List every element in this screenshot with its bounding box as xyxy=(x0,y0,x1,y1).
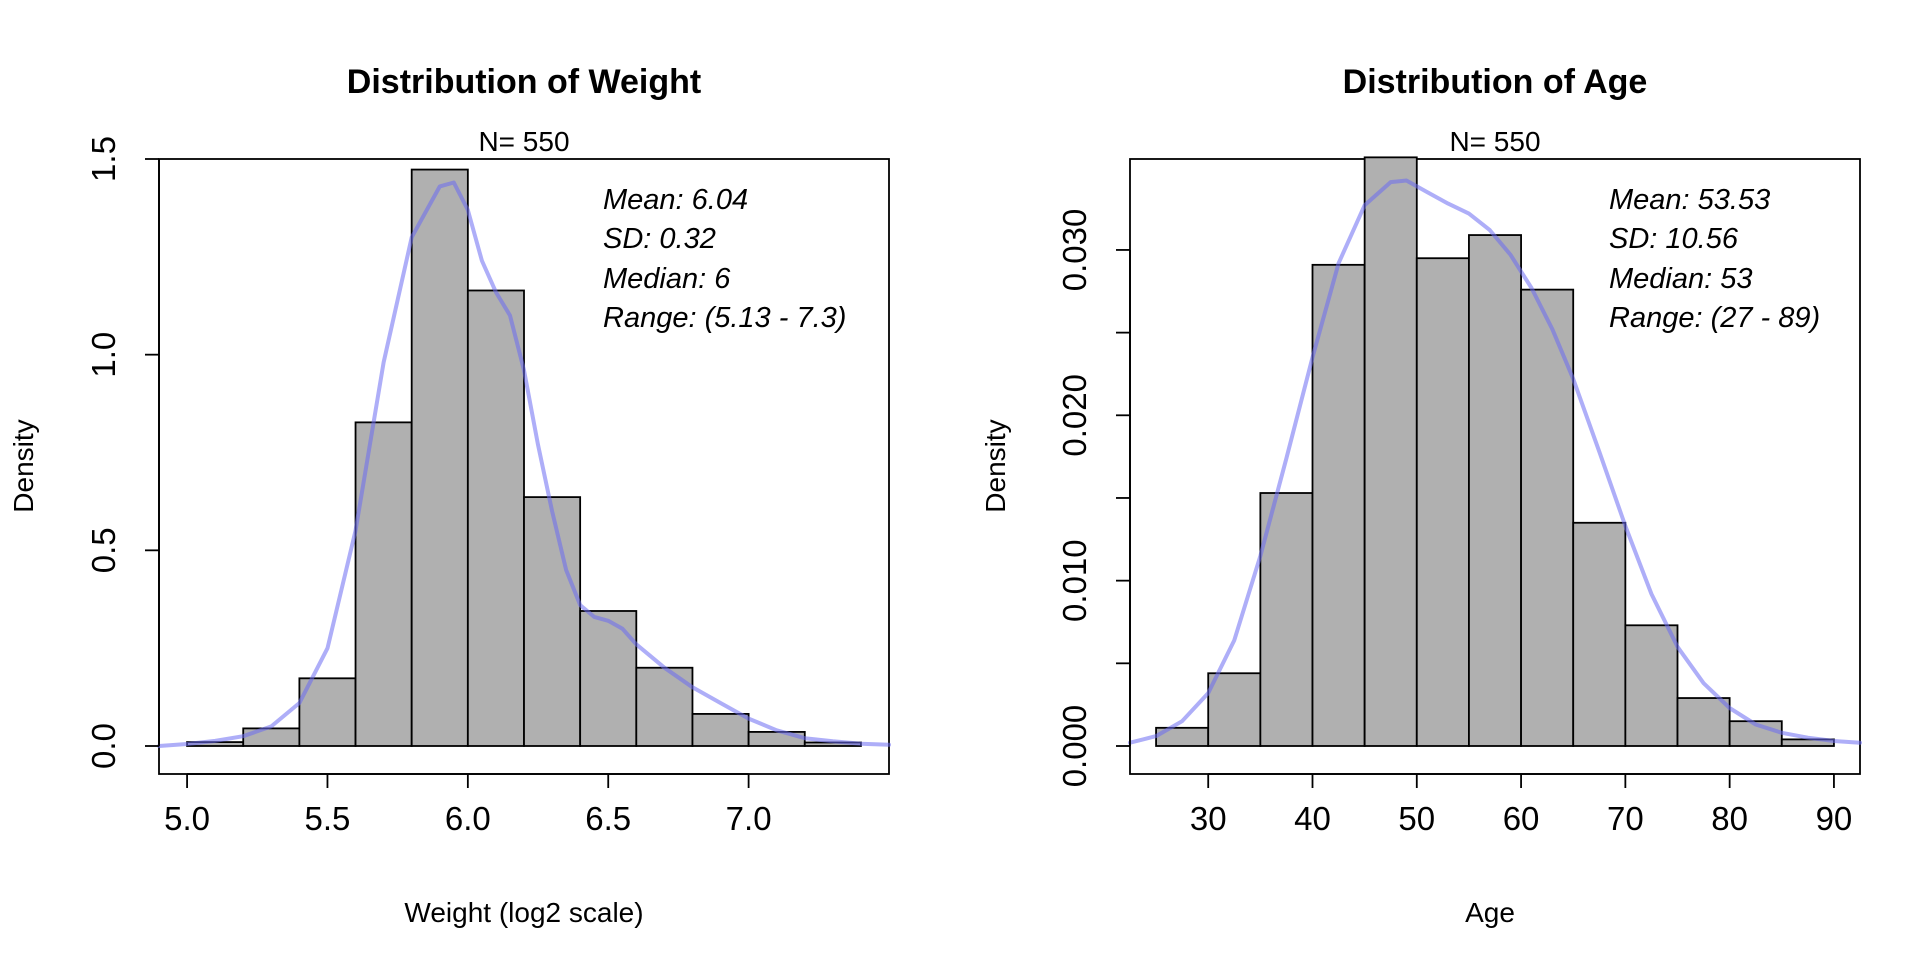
chart-title: Distribution of Weight xyxy=(347,63,701,101)
histogram-bar xyxy=(1468,234,1522,747)
x-axis: 30 40 50 60 70 80 90 xyxy=(1190,773,1853,837)
histogram-bar xyxy=(1207,672,1262,747)
histogram-bar xyxy=(1624,624,1679,747)
y-axis: 0.0 0.5 1.0 1.5 xyxy=(85,136,160,769)
chart-subtitle: N= 550 xyxy=(478,126,569,157)
x-tick-label: 6.5 xyxy=(585,800,631,837)
histogram-bar xyxy=(354,421,413,747)
histogram-bar xyxy=(523,496,582,747)
panel-weight: Distribution of Weight N= 550 Weight (lo… xyxy=(8,63,891,928)
histogram-bar xyxy=(1520,288,1575,747)
stat-sd: SD: 0.32 xyxy=(603,223,716,255)
x-axis-title: Weight (log2 scale) xyxy=(404,897,643,928)
y-axis-title: Density xyxy=(980,419,1011,512)
x-tick-label: 90 xyxy=(1816,800,1853,837)
density-curve-group xyxy=(157,180,891,748)
histogram-bar xyxy=(579,610,638,747)
y-axis-title: Density xyxy=(8,419,39,512)
histogram-bar xyxy=(691,713,750,747)
histogram-bar xyxy=(1676,697,1731,747)
x-tick-label: 5.0 xyxy=(164,800,210,837)
y-tick-label: 0.000 xyxy=(1056,705,1093,788)
histogram-bar xyxy=(298,677,357,747)
x-tick-label: 6.0 xyxy=(445,800,491,837)
x-tick-label: 60 xyxy=(1503,800,1540,837)
x-tick-label: 70 xyxy=(1607,800,1644,837)
y-tick-label: 0.5 xyxy=(85,527,122,573)
stat-mean: Mean: 53.53 xyxy=(1609,184,1770,216)
y-tick-label: 0.0 xyxy=(85,723,122,769)
stat-median: Median: 53 xyxy=(1609,263,1753,295)
y-axis: 0.000 0.010 0.020 0.030 xyxy=(1056,209,1131,788)
x-axis: 5.0 5.5 6.0 6.5 7.0 xyxy=(164,773,772,837)
stat-median: Median: 6 xyxy=(603,263,731,295)
x-tick-label: 80 xyxy=(1711,800,1748,837)
histogram-bar xyxy=(242,727,301,747)
chart-subtitle: N= 550 xyxy=(1449,126,1540,157)
x-tick-label: 5.5 xyxy=(305,800,351,837)
y-tick-label: 1.0 xyxy=(85,332,122,378)
y-tick-label: 0.030 xyxy=(1056,209,1093,292)
stat-sd: SD: 10.56 xyxy=(1609,223,1739,255)
histogram-bar xyxy=(1363,156,1418,747)
y-tick-label: 1.5 xyxy=(85,136,122,182)
stat-range: Range: (5.13 - 7.3) xyxy=(603,302,846,334)
x-tick-label: 40 xyxy=(1294,800,1331,837)
histogram-bar xyxy=(1415,257,1470,747)
x-tick-label: 30 xyxy=(1190,800,1227,837)
histogram-bars xyxy=(186,168,862,747)
histogram-bar xyxy=(1728,720,1783,747)
histogram-bar xyxy=(410,168,469,747)
histogram-bar xyxy=(466,289,525,747)
y-tick-label: 0.010 xyxy=(1056,539,1093,622)
y-tick-label: 0.020 xyxy=(1056,374,1093,457)
density-curve xyxy=(1128,178,1862,745)
histogram-bar xyxy=(1572,521,1627,747)
panel-age: Distribution of Age N= 550 Age Density 3… xyxy=(980,63,1862,928)
x-tick-label: 50 xyxy=(1398,800,1435,837)
chart-title: Distribution of Age xyxy=(1343,63,1648,101)
density-curve-group xyxy=(1128,178,1862,745)
stats-annotation: Mean: 6.04 SD: 0.32 Median: 6 Range: (5.… xyxy=(603,184,846,334)
histogram-bars xyxy=(1155,156,1835,747)
histogram-bar xyxy=(1311,263,1366,747)
x-axis-title: Age xyxy=(1465,897,1515,928)
x-tick-label: 7.0 xyxy=(726,800,772,837)
stat-range: Range: (27 - 89) xyxy=(1609,302,1820,334)
stat-mean: Mean: 6.04 xyxy=(603,184,748,216)
stats-annotation: Mean: 53.53 SD: 10.56 Median: 53 Range: … xyxy=(1609,184,1820,334)
density-curve xyxy=(157,180,891,748)
